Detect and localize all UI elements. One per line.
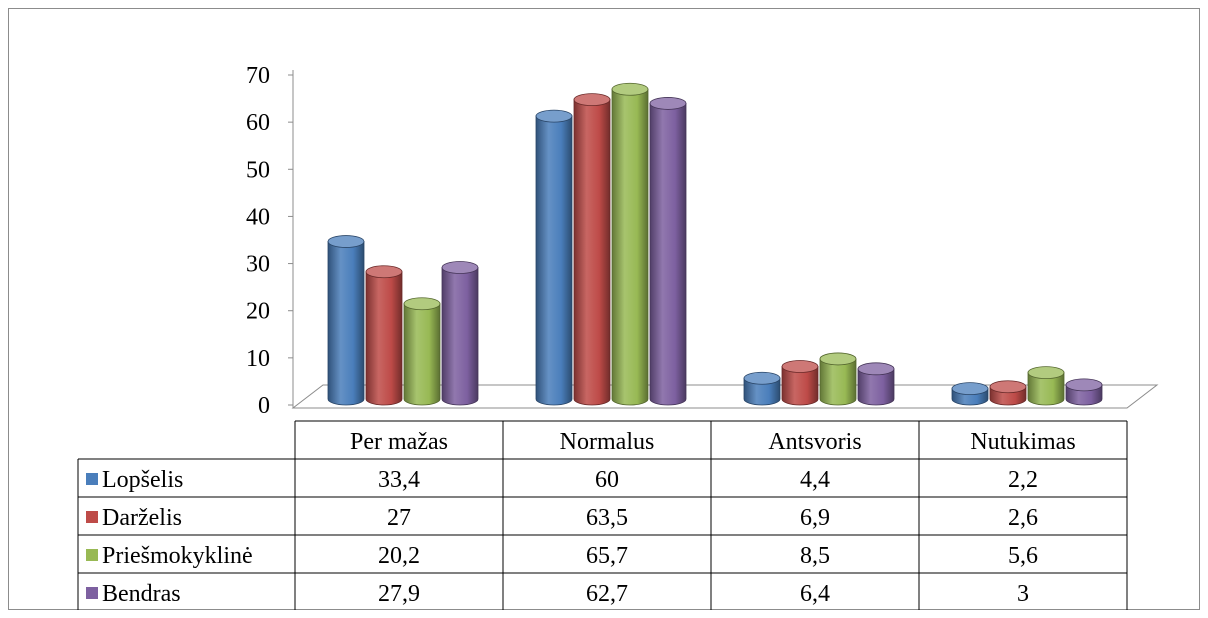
legend-entry: Priešmokyklinė [102, 543, 253, 569]
legend-entry: Bendras [102, 581, 181, 607]
legend-entry: Lopšelis [102, 467, 183, 493]
table-cell-value: 2,2 [1008, 467, 1038, 493]
table-cell-value: 65,7 [586, 543, 628, 569]
bar-Priešmokyklinė-Nutukimas [1027, 366, 1065, 406]
bar-Lopšelis-Antsvoris [743, 371, 781, 406]
table-cell-value: 3 [1017, 581, 1029, 607]
table-cell-value: 20,2 [378, 543, 420, 569]
table-cell-value: 63,5 [586, 505, 628, 531]
x-category-label: Normalus [560, 429, 655, 455]
bar-top [951, 382, 989, 396]
table-cell-value: 2,6 [1008, 505, 1038, 531]
bar-Lopšelis-Nutukimas [951, 382, 989, 406]
bar-top [327, 235, 365, 248]
y-tick-label: 0 [258, 393, 270, 419]
chart-floor [291, 384, 1159, 409]
bar-body [327, 241, 365, 406]
table-cell-value: 6,4 [800, 581, 830, 607]
data-table: Per mažas Normalus Antsvoris Nutukimas Lopše… [77, 420, 1128, 610]
y-tick-label: 60 [246, 110, 270, 136]
bar-top [819, 352, 857, 366]
y-tick-label: 40 [246, 204, 270, 230]
bar-top [441, 261, 479, 274]
bar-top [857, 362, 895, 376]
bar-top [535, 109, 573, 123]
bar-body [365, 271, 403, 406]
table-cell-value: 5,6 [1008, 543, 1038, 569]
table-cell-value: 4,4 [800, 467, 830, 493]
table-cell-value: 6,9 [800, 505, 830, 531]
y-tick-label: 50 [246, 157, 270, 183]
table-cell-value: 27 [387, 505, 411, 531]
legend-entry: Darželis [102, 505, 182, 531]
bar-body [1027, 372, 1065, 406]
bar-body [743, 377, 781, 406]
bar-top [1065, 378, 1103, 392]
bar-Priešmokyklinė-Antsvoris [819, 352, 857, 406]
legend-swatch [86, 587, 98, 599]
bar-Darželis-Normalus [573, 93, 611, 406]
bar-Darželis-Antsvoris [781, 360, 819, 406]
bar-top [781, 360, 819, 373]
bar-Priešmokyklinė-Normalus [611, 82, 649, 406]
bar-body [819, 358, 857, 406]
y-tick-label: 70 [246, 63, 270, 89]
table-cell-value: 60 [595, 467, 619, 493]
bar-Bendras-Antsvoris [857, 362, 895, 406]
bars-layer [327, 82, 1103, 406]
y-tick-label: 10 [246, 346, 270, 372]
bar-top [649, 97, 687, 110]
table-cell-value: 8,5 [800, 543, 830, 569]
bar-top [743, 371, 781, 385]
bar-Darželis-Per mažas [365, 265, 403, 406]
bar-body [403, 303, 441, 406]
axis-layer: 0 10 20 30 40 50 60 70 [246, 63, 1159, 419]
bar-body [857, 368, 895, 406]
bar-Darželis-Nutukimas [989, 380, 1027, 406]
bar-body [611, 88, 649, 406]
bar-body [441, 267, 479, 406]
x-category-label: Nutukimas [970, 429, 1075, 455]
bar-top [1027, 366, 1065, 380]
y-tick-label: 30 [246, 252, 270, 278]
x-category-label: Antsvoris [768, 429, 861, 455]
bar-body [573, 99, 611, 406]
bar-Lopšelis-Normalus [535, 109, 573, 406]
bar-top [403, 297, 441, 311]
y-tick-label: 20 [246, 299, 270, 325]
bar-body [781, 366, 819, 406]
bar-Lopšelis-Per mažas [327, 235, 365, 406]
bar-Bendras-Normalus [649, 97, 687, 406]
bar-top [989, 380, 1027, 394]
table-cell-value: 62,7 [586, 581, 628, 607]
bar-top [573, 93, 611, 107]
legend-swatch [86, 549, 98, 561]
bar-Bendras-Per mažas [441, 261, 479, 406]
legend-swatch [86, 473, 98, 485]
bar-body [535, 115, 573, 406]
x-category-label: Per mažas [350, 429, 448, 455]
bar-Bendras-Nutukimas [1065, 378, 1103, 406]
bar-body [649, 103, 687, 406]
legend-swatch [86, 511, 98, 523]
bar-top [365, 265, 403, 279]
chart-frame: 0 10 20 30 40 50 60 70 Per mažas Normalus Antsvor… [8, 8, 1200, 610]
table-cell-value: 33,4 [378, 467, 420, 493]
bar-Priešmokyklinė-Per mažas [403, 297, 441, 406]
bar-top [611, 82, 649, 96]
table-cell-value: 27,9 [378, 581, 420, 607]
